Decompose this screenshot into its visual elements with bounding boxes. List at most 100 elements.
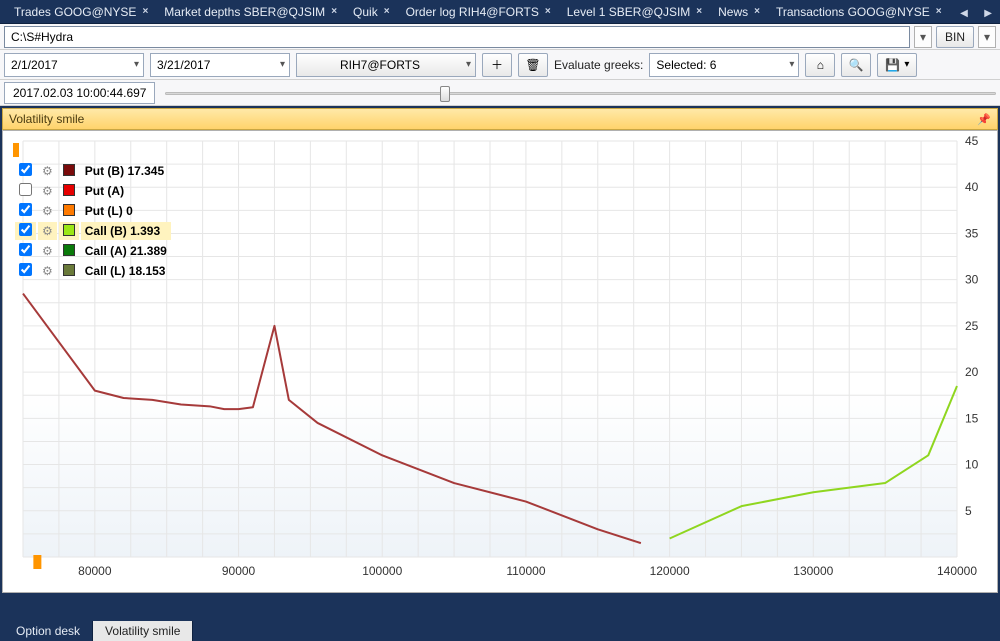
add-button[interactable]: ＋ bbox=[482, 53, 512, 77]
bottom-tab-option-desk[interactable]: Option desk bbox=[4, 621, 93, 641]
svg-text:45: 45 bbox=[965, 134, 979, 148]
greeks-label: Evaluate greeks: bbox=[554, 58, 643, 72]
bin-dropdown-icon[interactable]: ▾ bbox=[978, 26, 996, 48]
top-tabstrip: Trades GOOG@NYSE× Market depths SBER@QJS… bbox=[0, 0, 1000, 24]
legend-label: Call (A) bbox=[85, 244, 127, 258]
legend-row[interactable]: ⚙ Put (B) 17.345 bbox=[15, 162, 171, 180]
gear-icon[interactable]: ⚙ bbox=[42, 264, 53, 278]
time-slider[interactable] bbox=[165, 84, 996, 102]
path-dropdown-icon[interactable]: ▾ bbox=[914, 26, 932, 48]
legend-swatch bbox=[63, 224, 75, 236]
legend-value: 0 bbox=[126, 204, 133, 218]
date-to-picker[interactable]: 3/21/2017 bbox=[150, 53, 290, 77]
tab-quik[interactable]: Quik× bbox=[343, 1, 396, 23]
legend-label: Call (L) bbox=[85, 264, 126, 278]
legend-value: 21.389 bbox=[130, 244, 167, 258]
time-row: 2017.02.03 10:00:44.697 bbox=[0, 80, 1000, 106]
panel-header: Volatility smile 📌 bbox=[2, 108, 998, 130]
legend-checkbox[interactable] bbox=[19, 263, 32, 276]
legend-value: 17.345 bbox=[127, 164, 164, 178]
svg-text:80000: 80000 bbox=[78, 564, 112, 578]
gear-icon[interactable]: ⚙ bbox=[42, 224, 53, 238]
legend-label: Put (A) bbox=[85, 184, 124, 198]
date-from-picker[interactable]: 2/1/2017 bbox=[4, 53, 144, 77]
control-bar: 2/1/2017 3/21/2017 RIH7@FORTS ＋ 🗑 Evalua… bbox=[0, 50, 1000, 80]
legend: ⚙ Put (B) 17.345 ⚙ Put (A) ⚙ Put (L) 0 ⚙ Call … bbox=[13, 143, 173, 282]
legend-checkbox[interactable] bbox=[19, 203, 32, 216]
chart-container: 80000 90000 100000 110000 120000 130000 140000… bbox=[2, 130, 998, 593]
delete-button[interactable]: 🗑 bbox=[518, 53, 548, 77]
legend-label: Call (B) bbox=[85, 224, 127, 238]
legend-row[interactable]: ⚙ Put (A) bbox=[15, 182, 171, 200]
close-icon[interactable]: × bbox=[331, 6, 337, 17]
tab-nav-left-icon[interactable]: ◀ bbox=[956, 5, 972, 19]
svg-text:10: 10 bbox=[965, 458, 979, 472]
home-button[interactable]: ⌂ bbox=[805, 53, 835, 77]
close-icon[interactable]: × bbox=[384, 6, 390, 17]
legend-swatch bbox=[63, 204, 75, 216]
bottom-tabstrip: Option desk Volatility smile bbox=[0, 619, 1000, 641]
plus-icon: ＋ bbox=[491, 56, 503, 73]
svg-text:20: 20 bbox=[965, 365, 979, 379]
legend-label: Put (L) bbox=[85, 204, 123, 218]
home-icon: ⌂ bbox=[817, 58, 824, 72]
legend-checkbox[interactable] bbox=[19, 223, 32, 236]
svg-text:120000: 120000 bbox=[650, 564, 690, 578]
bottom-tab-volatility-smile[interactable]: Volatility smile bbox=[93, 621, 193, 641]
trash-icon: 🗑 bbox=[525, 58, 540, 72]
path-bar: ▾ BIN ▾ bbox=[0, 24, 1000, 50]
legend-row[interactable]: ⚙ Put (L) 0 bbox=[15, 202, 171, 220]
pin-icon[interactable]: 📌 bbox=[977, 113, 991, 126]
svg-text:110000: 110000 bbox=[506, 564, 545, 578]
legend-checkbox[interactable] bbox=[19, 183, 32, 196]
tab-orderlog[interactable]: Order log RIH4@FORTS× bbox=[396, 1, 557, 23]
slider-thumb[interactable] bbox=[440, 86, 450, 102]
legend-swatch bbox=[63, 244, 75, 256]
panel-title: Volatility smile bbox=[9, 112, 84, 126]
tab-trades[interactable]: Trades GOOG@NYSE× bbox=[4, 1, 154, 23]
search-icon: 🔍 bbox=[849, 58, 864, 72]
close-icon[interactable]: × bbox=[936, 6, 942, 17]
svg-text:35: 35 bbox=[965, 226, 979, 240]
svg-text:140000: 140000 bbox=[937, 564, 977, 578]
search-button[interactable]: 🔍 bbox=[841, 53, 871, 77]
legend-value: 18.153 bbox=[129, 264, 166, 278]
close-icon[interactable]: × bbox=[545, 6, 551, 17]
legend-row[interactable]: ⚙ Call (L) 18.153 bbox=[15, 262, 171, 280]
legend-row[interactable]: ⚙ Call (B) 1.393 bbox=[15, 222, 171, 240]
gear-icon[interactable]: ⚙ bbox=[42, 244, 53, 258]
legend-swatch bbox=[63, 184, 75, 196]
legend-label: Put (B) bbox=[85, 164, 124, 178]
save-split-button[interactable]: 💾▾ bbox=[877, 53, 917, 77]
timestamp-display[interactable]: 2017.02.03 10:00:44.697 bbox=[4, 82, 155, 104]
legend-value: 1.393 bbox=[130, 224, 160, 238]
tab-level1[interactable]: Level 1 SBER@QJSIM× bbox=[557, 1, 708, 23]
svg-text:130000: 130000 bbox=[793, 564, 833, 578]
close-icon[interactable]: × bbox=[142, 6, 148, 17]
close-icon[interactable]: × bbox=[754, 6, 760, 17]
svg-text:30: 30 bbox=[965, 273, 979, 287]
legend-swatch bbox=[63, 264, 75, 276]
legend-swatch bbox=[63, 164, 75, 176]
legend-checkbox[interactable] bbox=[19, 243, 32, 256]
svg-text:40: 40 bbox=[965, 180, 979, 194]
tab-news[interactable]: News× bbox=[708, 1, 766, 23]
svg-text:15: 15 bbox=[965, 411, 979, 425]
legend-checkbox[interactable] bbox=[19, 163, 32, 176]
bin-button[interactable]: BIN bbox=[936, 26, 974, 48]
close-icon[interactable]: × bbox=[696, 6, 702, 17]
svg-text:90000: 90000 bbox=[222, 564, 256, 578]
tab-nav-right-icon[interactable]: ▶ bbox=[980, 5, 996, 19]
gear-icon[interactable]: ⚙ bbox=[42, 184, 53, 198]
save-icon: 💾 bbox=[885, 58, 900, 72]
legend-row[interactable]: ⚙ Call (A) 21.389 bbox=[15, 242, 171, 260]
gear-icon[interactable]: ⚙ bbox=[42, 164, 53, 178]
futures-selector[interactable]: RIH7@FORTS bbox=[296, 53, 476, 77]
tab-marketdepths[interactable]: Market depths SBER@QJSIM× bbox=[154, 1, 343, 23]
greeks-select[interactable]: Selected: 6 bbox=[649, 53, 799, 77]
gear-icon[interactable]: ⚙ bbox=[42, 204, 53, 218]
path-input[interactable] bbox=[4, 26, 910, 48]
tab-transactions[interactable]: Transactions GOOG@NYSE× bbox=[766, 1, 948, 23]
svg-text:25: 25 bbox=[965, 319, 979, 333]
svg-text:100000: 100000 bbox=[362, 564, 402, 578]
